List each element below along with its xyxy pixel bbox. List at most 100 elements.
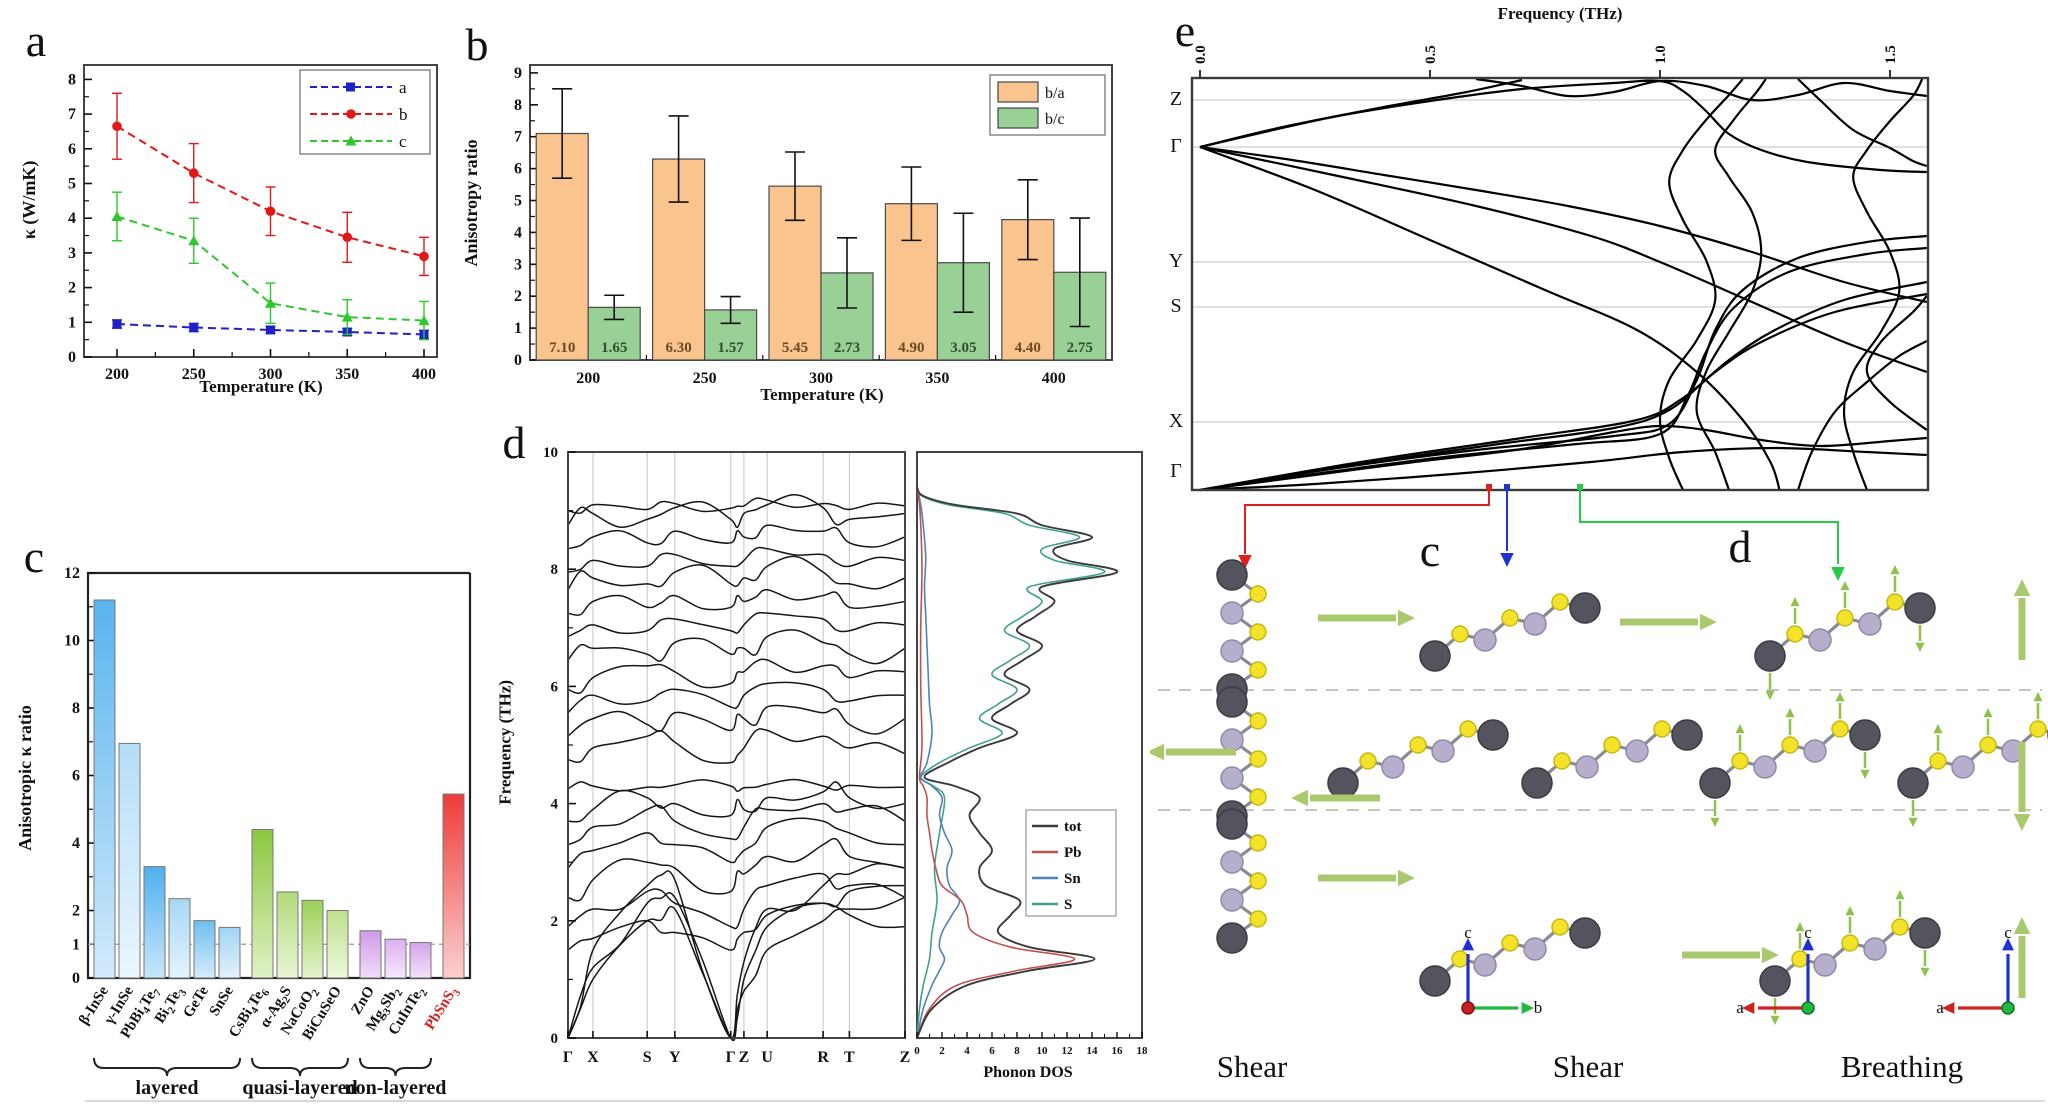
svg-text:b/c: b/c: [1045, 111, 1065, 128]
svg-text:T: T: [844, 1049, 855, 1066]
series-b: [112, 92, 429, 277]
svg-text:Z: Z: [1170, 88, 1182, 110]
atom-S: [1249, 834, 1267, 852]
dos-curve-Sn: [916, 486, 961, 1039]
svg-text:2: 2: [939, 1045, 945, 1057]
atom-Sn: [1473, 953, 1497, 977]
atom-S: [1249, 585, 1267, 603]
svg-text:0: 0: [514, 352, 522, 369]
svg-text:a: a: [1736, 998, 1744, 1017]
atom-Sn: [1220, 766, 1244, 790]
svg-text:18: 18: [1137, 1045, 1149, 1057]
svg-text:1.65: 1.65: [601, 340, 627, 356]
bar-ZnO: [359, 930, 382, 979]
atom-S: [1249, 661, 1267, 679]
bar-PbSnS₃: [442, 793, 465, 979]
svg-text:200: 200: [576, 370, 600, 387]
atom-Pb: [1699, 767, 1731, 799]
atom-Sn: [1575, 755, 1599, 779]
bar-CsBi₄Te₆: [251, 829, 274, 979]
svg-text:Γ: Γ: [1170, 135, 1182, 157]
mode-label-breathing: Breathing: [1840, 1049, 1964, 1084]
atom-S: [1979, 736, 1997, 754]
atom-S: [1359, 752, 1377, 770]
svg-text:8: 8: [1014, 1045, 1020, 1057]
atom-Pb: [1419, 640, 1451, 672]
svg-text:3.05: 3.05: [950, 340, 976, 356]
svg-text:8: 8: [514, 97, 522, 114]
bar-BiCuSeO: [326, 910, 349, 979]
svg-text:3: 3: [514, 256, 522, 273]
atom-S: [1249, 788, 1267, 806]
structure-letter-c: c: [1419, 525, 1441, 576]
svg-text:c: c: [1804, 923, 1812, 942]
svg-text:6: 6: [68, 141, 76, 158]
atom-S: [1249, 712, 1267, 730]
atom-Sn: [1473, 628, 1497, 652]
svg-text:2: 2: [72, 903, 80, 920]
atom-S: [1249, 872, 1267, 890]
panel-c-yaxis-title: Anisotropic κ ratio: [15, 705, 36, 851]
material-label: PbSnS3: [422, 983, 464, 1034]
series-c: [111, 191, 430, 341]
svg-text:non-layered: non-layered: [345, 1077, 447, 1099]
atom-S: [1249, 910, 1267, 928]
bottom-divider: [85, 1100, 2045, 1102]
svg-text:6: 6: [989, 1045, 995, 1057]
atom-Sn: [1220, 888, 1244, 912]
bar-GeTe: [193, 920, 216, 979]
svg-text:R: R: [817, 1049, 829, 1066]
svg-text:Γ: Γ: [1170, 460, 1182, 482]
material-label: SnSe: [207, 983, 238, 1019]
atom-S: [1731, 752, 1749, 770]
panel-a-yaxis-title: κ (W/mK): [19, 160, 40, 240]
svg-text:c: c: [2004, 923, 2012, 942]
svg-text:tot: tot: [1064, 819, 1082, 835]
svg-text:8: 8: [72, 700, 80, 717]
atom-Sn: [1625, 739, 1649, 763]
svg-text:12: 12: [64, 565, 80, 582]
bar-NaCoO₂: [301, 899, 324, 979]
atom-Pb: [1569, 592, 1601, 624]
svg-text:8: 8: [68, 71, 76, 88]
atom-Sn: [1523, 612, 1547, 636]
svg-text:Pb: Pb: [1064, 845, 1082, 861]
atom-Sn: [1381, 755, 1405, 779]
svg-text:350: 350: [335, 366, 359, 383]
atom-Pb: [1327, 767, 1359, 799]
atom-Pb: [1216, 808, 1248, 840]
svg-text:2.75: 2.75: [1067, 340, 1093, 356]
atom-S: [1501, 934, 1519, 952]
atom-S: [1459, 720, 1477, 738]
structure-letter-d: d: [1728, 521, 1752, 572]
svg-text:Sn: Sn: [1064, 871, 1081, 887]
panel-a-chart: 0 1 2 3 4 5 6 7 8 200 250 300 350 400 abc: [68, 64, 438, 383]
svg-text:1: 1: [72, 936, 80, 953]
atom-S: [1836, 609, 1854, 627]
svg-text:0: 0: [914, 1045, 920, 1057]
svg-text:0: 0: [68, 349, 76, 366]
atom-Sn: [1220, 728, 1244, 752]
atom-S: [1501, 609, 1519, 627]
atom-S: [1831, 720, 1849, 738]
svg-text:350: 350: [925, 370, 949, 387]
atom-Sn: [1220, 850, 1244, 874]
svg-text:2: 2: [551, 914, 559, 930]
atom-S: [1891, 918, 1909, 936]
bar-α-Ag₂S: [276, 891, 299, 979]
atom-S: [1451, 625, 1469, 643]
svg-text:7.10: 7.10: [549, 340, 575, 356]
svg-text:1.57: 1.57: [717, 340, 744, 356]
svg-text:1.0: 1.0: [1653, 45, 1669, 64]
group-brace-layered: [93, 1057, 241, 1077]
atom-S: [1781, 736, 1799, 754]
svg-text:b: b: [399, 105, 408, 124]
svg-text:a: a: [1936, 998, 1944, 1017]
bar-SnSe: [218, 926, 241, 979]
svg-text:0: 0: [72, 970, 80, 987]
